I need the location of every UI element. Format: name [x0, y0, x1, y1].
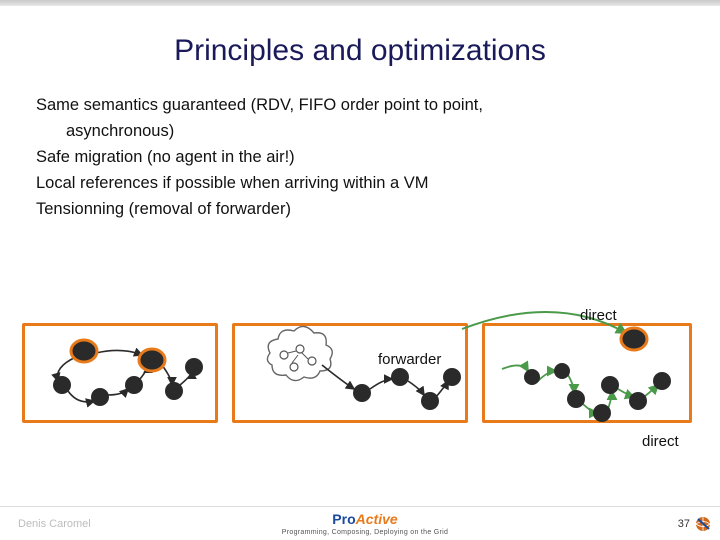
bullet-1: Same semantics guaranteed (RDV, FIFO ord… — [36, 94, 684, 118]
bullet-1-cont: asynchronous) — [36, 120, 684, 144]
diagram-svg — [22, 305, 712, 475]
label-direct-2: direct — [642, 433, 679, 450]
bullet-2: Safe migration (no agent in the air!) — [36, 146, 684, 170]
footer: Denis Caromel ProActive Programming, Com… — [0, 506, 720, 540]
logo-pro: Pro — [332, 511, 355, 527]
bullet-4: Tensionning (removal of forwarder) — [36, 198, 684, 222]
page-title: Principles and optimizations — [0, 34, 720, 68]
label-direct-1: direct — [580, 307, 617, 324]
bullet-3: Local references if possible when arrivi… — [36, 172, 684, 196]
label-forwarder: forwarder — [378, 351, 441, 368]
logo-active: Active — [356, 511, 398, 527]
panel-2-graph — [267, 326, 461, 410]
footer-logo: ProActive Programming, Composing, Deploy… — [249, 511, 480, 536]
globe-icon — [694, 515, 712, 533]
page-number: 37 — [678, 518, 690, 530]
logo-sub: Programming, Composing, Deploying on the… — [249, 529, 480, 536]
footer-author: Denis Caromel — [0, 518, 249, 530]
panel-1-graph — [53, 340, 203, 406]
bullet-list: Same semantics guaranteed (RDV, FIFO ord… — [0, 94, 720, 222]
diagram-area: forwarder direct direct — [22, 305, 698, 435]
panel-3-graph — [502, 328, 671, 422]
top-decorative-bar — [0, 0, 720, 6]
